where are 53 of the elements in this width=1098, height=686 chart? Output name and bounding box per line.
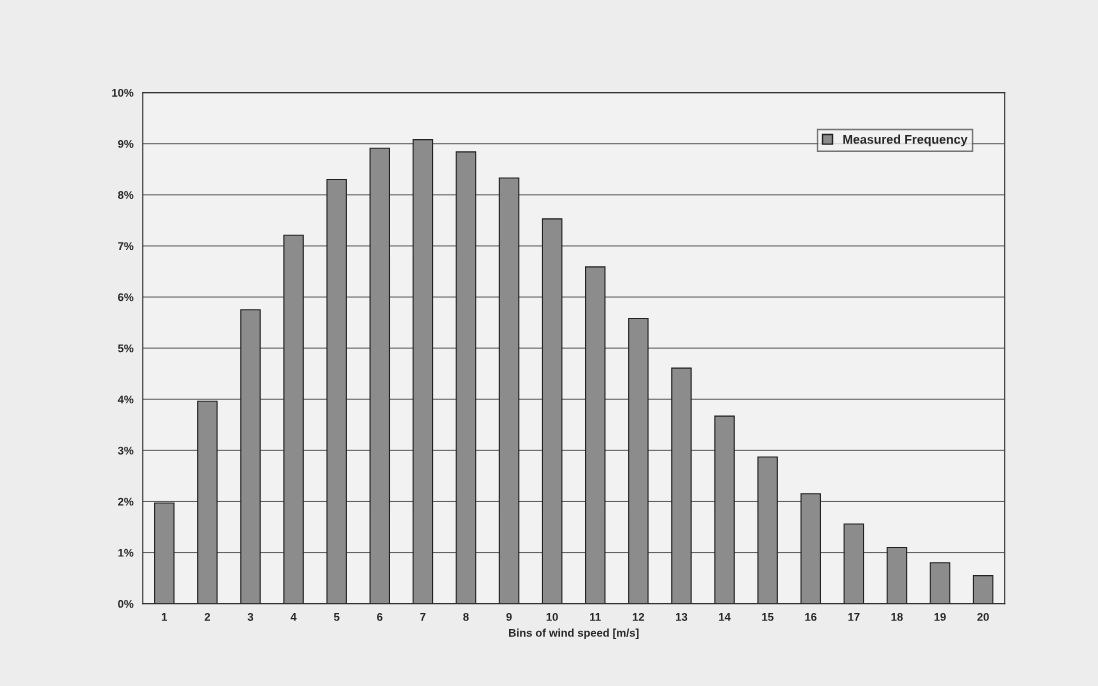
bar [671, 367, 692, 604]
bar [628, 317, 649, 604]
y-tick-label: 9% [118, 139, 134, 148]
x-tick-label: 5 [333, 613, 340, 621]
x-tick-label: 8 [463, 613, 469, 621]
y-tick-label: 2% [118, 497, 134, 506]
x-tick-label: 12 [632, 613, 645, 621]
bar [455, 151, 477, 604]
bar [154, 502, 175, 604]
x-tick-label: 17 [848, 613, 860, 621]
bar [326, 178, 347, 604]
bar [541, 218, 563, 604]
bar [929, 562, 951, 604]
x-tick-label: 16 [805, 613, 817, 621]
x-tick-label: 10 [546, 613, 558, 621]
bar [498, 177, 520, 604]
x-tick-label: 4 [290, 613, 297, 621]
y-tick-label: 8% [118, 191, 134, 199]
x-axis-title: Bins of wind speed [m/s] [509, 628, 639, 639]
y-tick-label: 7% [118, 242, 134, 251]
y-tick-label: 4% [117, 395, 134, 404]
y-tick-label: 0% [118, 599, 134, 608]
x-tick-label: 13 [675, 613, 688, 621]
legend-label: Measured Frequency [843, 134, 968, 147]
x-tick-label: 11 [590, 613, 601, 621]
bar [714, 415, 735, 604]
bar [886, 546, 908, 604]
bar [240, 309, 261, 604]
y-tick-label: 3% [117, 446, 134, 455]
bar [972, 575, 994, 604]
x-tick-label: 3 [247, 613, 254, 621]
x-tick-label: 14 [719, 613, 731, 621]
bar [800, 493, 821, 604]
x-tick-label: 19 [934, 613, 946, 621]
x-tick-label: 9 [506, 613, 512, 621]
bar [757, 456, 778, 604]
x-tick-label: 20 [977, 613, 989, 621]
x-tick-label: 1 [161, 613, 168, 621]
bar [412, 139, 434, 604]
x-tick-label: 6 [377, 613, 383, 621]
bar [585, 266, 606, 604]
x-tick-label: 2 [204, 613, 211, 621]
bar [843, 523, 865, 604]
x-tick-label: 15 [762, 613, 774, 621]
y-tick-label: 1% [118, 548, 134, 557]
x-tick-label: 18 [891, 613, 903, 621]
y-tick-label: 5% [118, 344, 134, 353]
y-tick-label: 10% [112, 88, 134, 97]
bar [197, 400, 218, 604]
y-tick-label: 6% [118, 293, 134, 302]
bar [369, 147, 391, 604]
x-tick-label: 7 [420, 613, 426, 621]
bar [283, 234, 304, 604]
